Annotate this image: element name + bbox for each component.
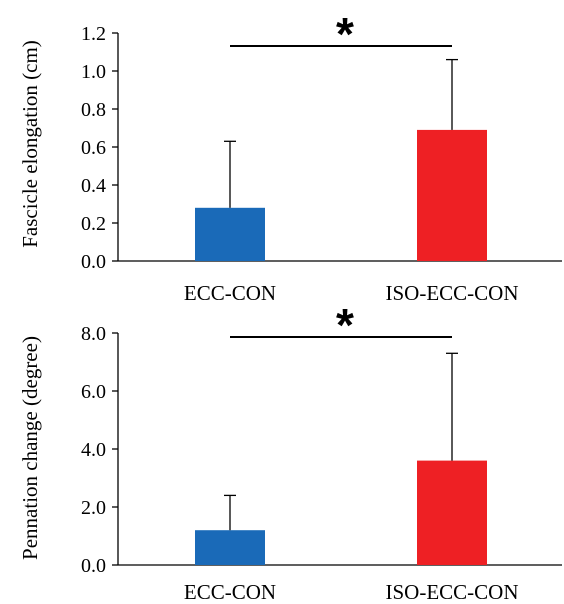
significance-marker: * [336,8,354,60]
significance-marker: * [336,299,354,351]
y-tick-label: 0.2 [81,213,106,235]
x-tick-label: ECC-CON [184,281,276,305]
y-tick-label: 0.6 [81,137,106,159]
y-tick-label: 6.0 [81,381,106,403]
y-tick-label: 1.0 [81,61,106,83]
bar-ecc-con [195,530,265,565]
bar-iso-ecc-con [417,129,487,261]
y-tick-label: 2.0 [81,497,106,519]
y-axis-label: Fascicle elongation (cm) [18,40,42,248]
y-tick-label: 8.0 [81,323,106,345]
x-tick-label: ECC-CON [184,580,276,604]
y-tick-label: 0.0 [81,251,106,273]
x-tick-label: ISO-ECC-CON [385,580,518,604]
y-tick-label: 0.8 [81,99,106,121]
y-tick-label: 4.0 [81,439,106,461]
y-tick-label: 0.0 [81,555,106,577]
y-axis-label: Pennation change (degree) [18,336,42,560]
y-tick-label: 0.4 [81,175,106,197]
pennation-change-chart: Pennation change (degree) 0.0 2.0 4.0 6.0 8.… [18,299,562,604]
x-tick-label: ISO-ECC-CON [385,281,518,305]
bar-iso-ecc-con [417,460,487,565]
bar-ecc-con [195,207,265,261]
fascicle-elongation-chart: Fascicle elongation (cm) 0.0 0.2 0.4 0.6 0.8… [18,8,562,305]
y-tick-label: 1.2 [81,23,106,45]
